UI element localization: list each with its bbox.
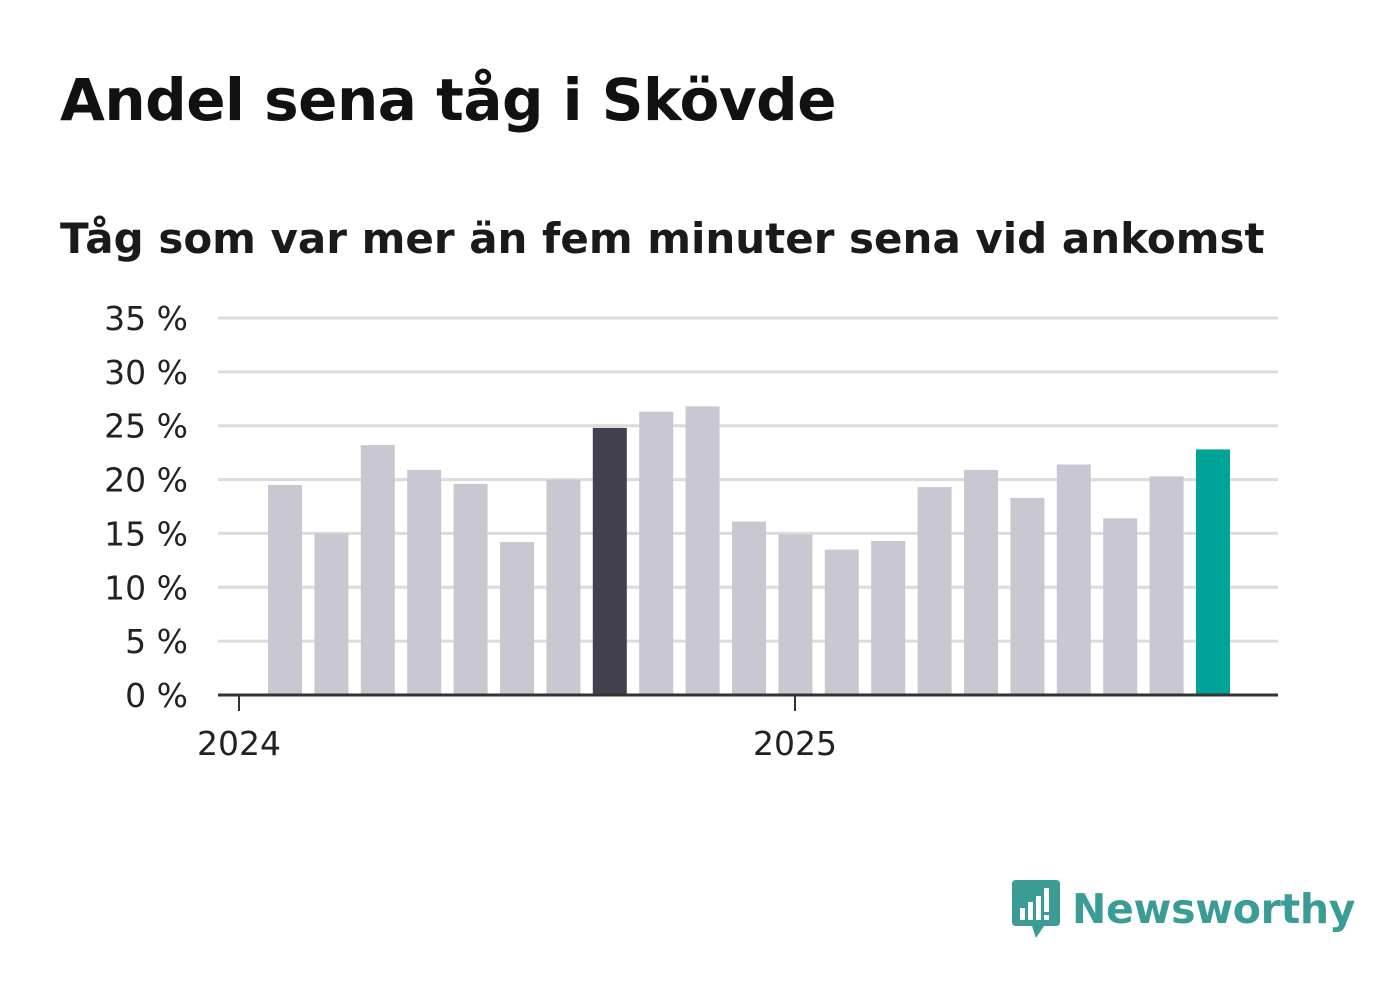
bar <box>314 533 349 695</box>
bar <box>1149 476 1184 695</box>
y-tick-label: 35 % <box>104 299 188 338</box>
bar <box>824 549 859 695</box>
bar <box>453 483 488 695</box>
bar <box>592 427 627 695</box>
bar <box>360 445 395 695</box>
chart-title: Andel sena tåg i Skövde <box>60 66 837 134</box>
newsworthy-logo: Newsworthy <box>1010 878 1355 940</box>
bar-chart: 0 % 5 % 10 % 15 % 20 % 25 % 30 % 35 % 2024 2025 <box>104 299 1278 763</box>
newsworthy-logo-text: Newsworthy <box>1072 885 1356 933</box>
bar <box>917 487 952 695</box>
bar <box>732 521 766 695</box>
bar <box>1196 449 1230 695</box>
bar <box>685 406 720 695</box>
bar <box>964 469 998 695</box>
bar <box>1056 464 1091 695</box>
bar <box>268 484 302 695</box>
x-tick-label: 2025 <box>753 724 837 763</box>
bar <box>407 469 442 695</box>
chart-subtitle: Tåg som var mer än fem minuter sena vid … <box>60 214 1265 263</box>
y-tick-label: 25 % <box>104 407 188 446</box>
y-tick-label: 0 % <box>125 676 188 715</box>
y-tick-label: 10 % <box>104 568 188 607</box>
y-tick-label: 20 % <box>104 461 188 500</box>
bar <box>778 534 813 695</box>
y-tick-label: 15 % <box>104 514 188 553</box>
bar <box>1010 497 1045 695</box>
bar <box>639 411 674 695</box>
bar <box>871 540 906 695</box>
y-tick-label: 5 % <box>125 622 188 661</box>
newsworthy-logo-icon <box>1012 880 1060 938</box>
y-tick-label: 30 % <box>104 353 188 392</box>
bar <box>1103 518 1138 695</box>
bar <box>500 542 534 695</box>
bar <box>546 479 581 695</box>
x-tick-label: 2024 <box>197 724 281 763</box>
